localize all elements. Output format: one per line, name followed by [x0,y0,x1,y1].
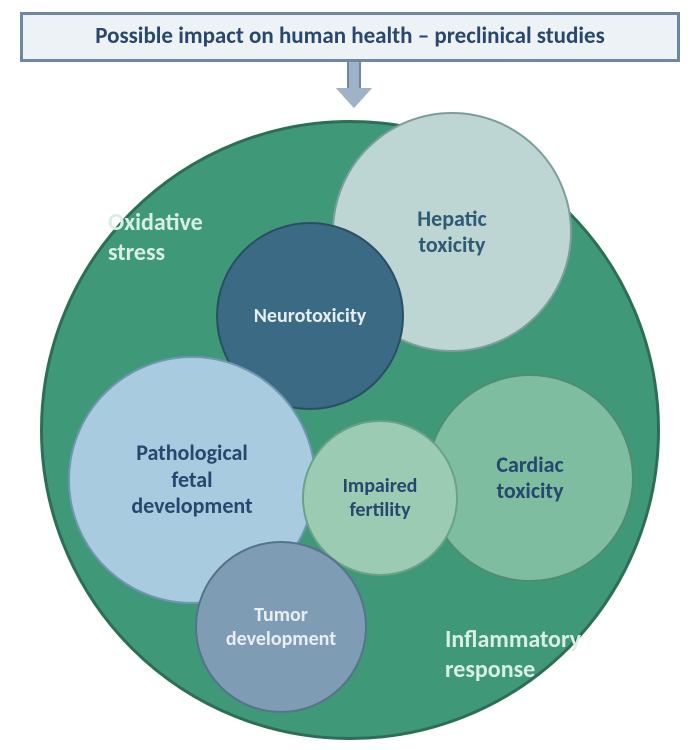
circle-cardiac-toxicity: Cardiac toxicity [426,374,634,582]
title-text: Possible impact on human health – precli… [95,24,605,49]
arrow-down-icon [336,88,372,108]
circle-label-pathological-fetal: Pathological fetal development [131,440,252,519]
circle-label-cardiac-toxicity: Cardiac toxicity [496,452,563,505]
arrow-stem [347,62,361,88]
circle-label-tumor-development: Tumor development [226,603,336,651]
bg-label-inflammatory-response: Inflammatory response [445,625,581,685]
circle-label-hepatic-toxicity: Hepatic toxicity [417,206,487,259]
title-box: Possible impact on human health – precli… [20,12,680,62]
circle-label-neurotoxicity: Neurotoxicity [254,304,366,328]
circle-label-impaired-fertility: Impaired fertility [343,474,418,522]
bg-label-oxidative-stress: Oxidative stress [108,208,203,268]
circle-tumor-development: Tumor development [195,541,367,713]
